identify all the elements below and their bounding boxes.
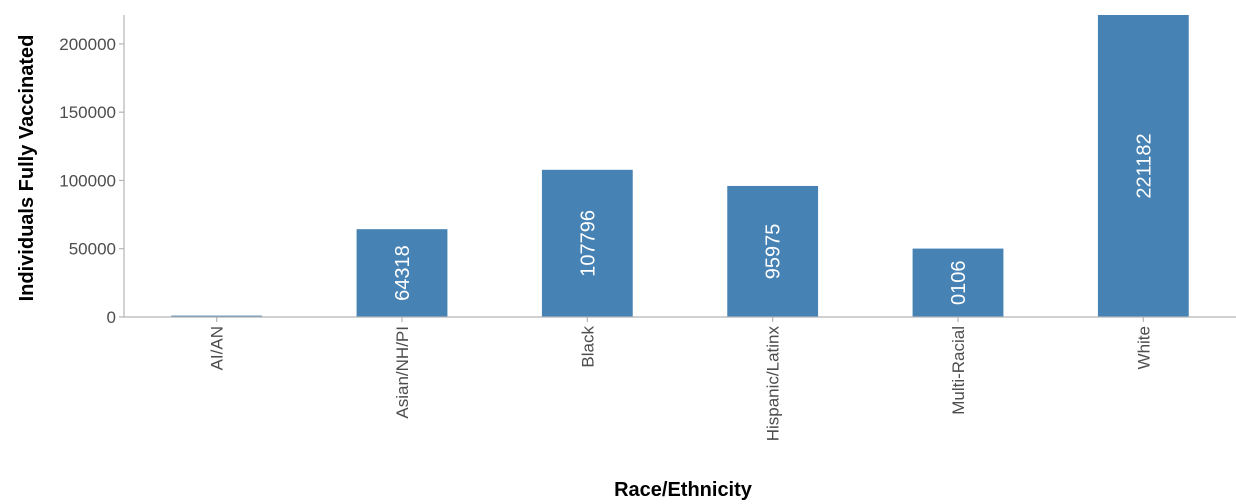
y-tick-label: 100000 (59, 171, 116, 190)
y-tick-label: 0 (107, 308, 116, 327)
bar-data-label: 221182 (1133, 133, 1155, 198)
x-tick-label: Black (578, 326, 597, 368)
bar-data-label: 64318 (392, 245, 414, 301)
bar-multi-racial (912, 248, 1004, 317)
y-tick-label: 150000 (59, 103, 116, 122)
x-axis-ticks: AI/AN Asian/NH/PI Black Hispanic/Latinx Mult… (208, 317, 1153, 442)
x-axis-title: Race/Ethnicity (614, 479, 753, 501)
y-tick-label: 200000 (59, 35, 116, 54)
bar-data-label: 0106 (948, 261, 970, 306)
bars-group (171, 15, 1189, 317)
bar-ai-an (171, 315, 263, 317)
x-tick-label: Multi-Racial (949, 326, 968, 415)
bar-data-label: 95975 (763, 224, 785, 280)
bar-asian-nh-pi (356, 229, 448, 317)
x-tick-label: AI/AN (208, 326, 227, 370)
bar-hispanic-latinx (727, 185, 819, 317)
bar-black (541, 169, 633, 317)
y-tick-label: 50000 (69, 240, 116, 259)
x-tick-label: Asian/NH/PI (393, 326, 412, 419)
bar-labels-group: 64318 107796 95975 0106 221182 (392, 133, 1155, 305)
bar-data-label: 107796 (577, 210, 599, 277)
y-axis-ticks: 0 50000 100000 150000 200000 (59, 35, 124, 327)
x-tick-label: Hispanic/Latinx (764, 326, 783, 442)
bar-white (1097, 15, 1189, 317)
x-tick-label: White (1134, 326, 1153, 369)
y-axis-title: Individuals Fully Vaccinated (16, 35, 38, 302)
